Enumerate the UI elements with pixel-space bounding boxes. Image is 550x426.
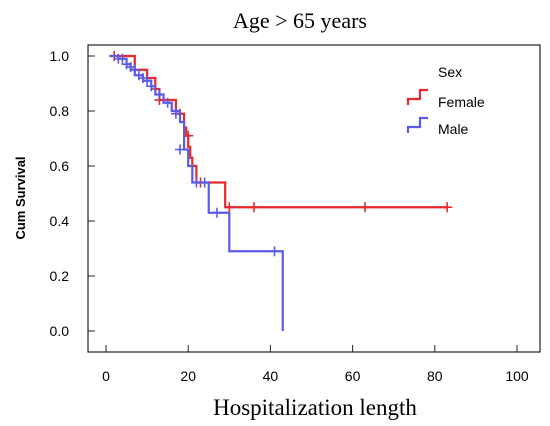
y-tick-label: 1.0 <box>50 48 70 64</box>
y-tick-label: 0.8 <box>50 103 70 119</box>
legend-title: Sex <box>438 64 462 80</box>
chart-title: Age > 65 years <box>233 8 367 33</box>
x-tick-label: 100 <box>505 368 529 384</box>
y-tick-label: 0.0 <box>50 323 70 339</box>
x-axis-label: Hospitalization length <box>213 395 417 420</box>
x-tick-label: 40 <box>263 368 279 384</box>
x-tick-label: 80 <box>427 368 443 384</box>
y-tick-label: 0.2 <box>50 268 70 284</box>
y-axis-ticks: 0.0 0.2 0.4 0.6 0.8 1.0 <box>50 48 95 339</box>
x-tick-label: 0 <box>102 368 110 384</box>
series-layer <box>109 51 453 331</box>
y-axis-label: Cum Survival <box>13 156 28 239</box>
legend-female-swatch <box>406 88 428 105</box>
x-tick-label: 20 <box>180 368 196 384</box>
series-male <box>110 53 284 331</box>
y-tick-label: 0.4 <box>50 213 70 229</box>
legend: Sex Female Male <box>406 64 485 137</box>
y-tick-label: 0.6 <box>50 158 70 174</box>
legend-female-label: Female <box>438 94 485 110</box>
legend-male-label: Male <box>438 121 469 137</box>
x-tick-label: 60 <box>345 368 361 384</box>
legend-male-swatch <box>406 116 428 133</box>
x-axis-ticks: 0 20 40 60 80 100 <box>102 345 529 384</box>
